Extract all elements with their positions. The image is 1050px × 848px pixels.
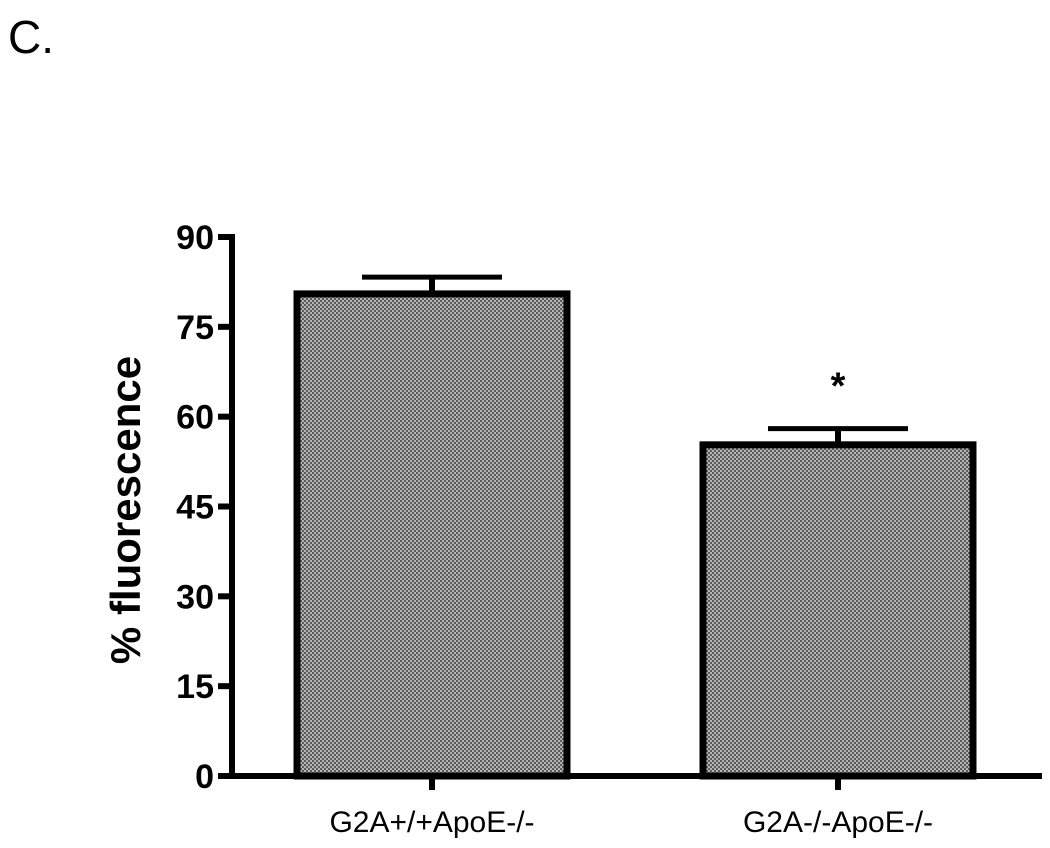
bar-2 [699,441,977,780]
y-tick-label: 30 [176,578,214,616]
y-axis-title: % fluorescence [102,356,149,664]
y-tick-label: 0 [195,758,214,796]
y-tick-label: 15 [176,668,214,706]
y-tick-label: 45 [176,489,214,527]
y-tick-label: 90 [176,219,214,257]
x-tick-label: G2A+/+ApoE-/- [329,806,534,839]
bar-1 [293,290,571,780]
y-tick-label: 75 [176,309,214,347]
panel-label: C. [8,11,54,63]
significance-marker-2: * [831,366,846,408]
y-tick-label: 60 [176,399,214,437]
x-tick-label: G2A-/-ApoE-/- [743,806,933,839]
